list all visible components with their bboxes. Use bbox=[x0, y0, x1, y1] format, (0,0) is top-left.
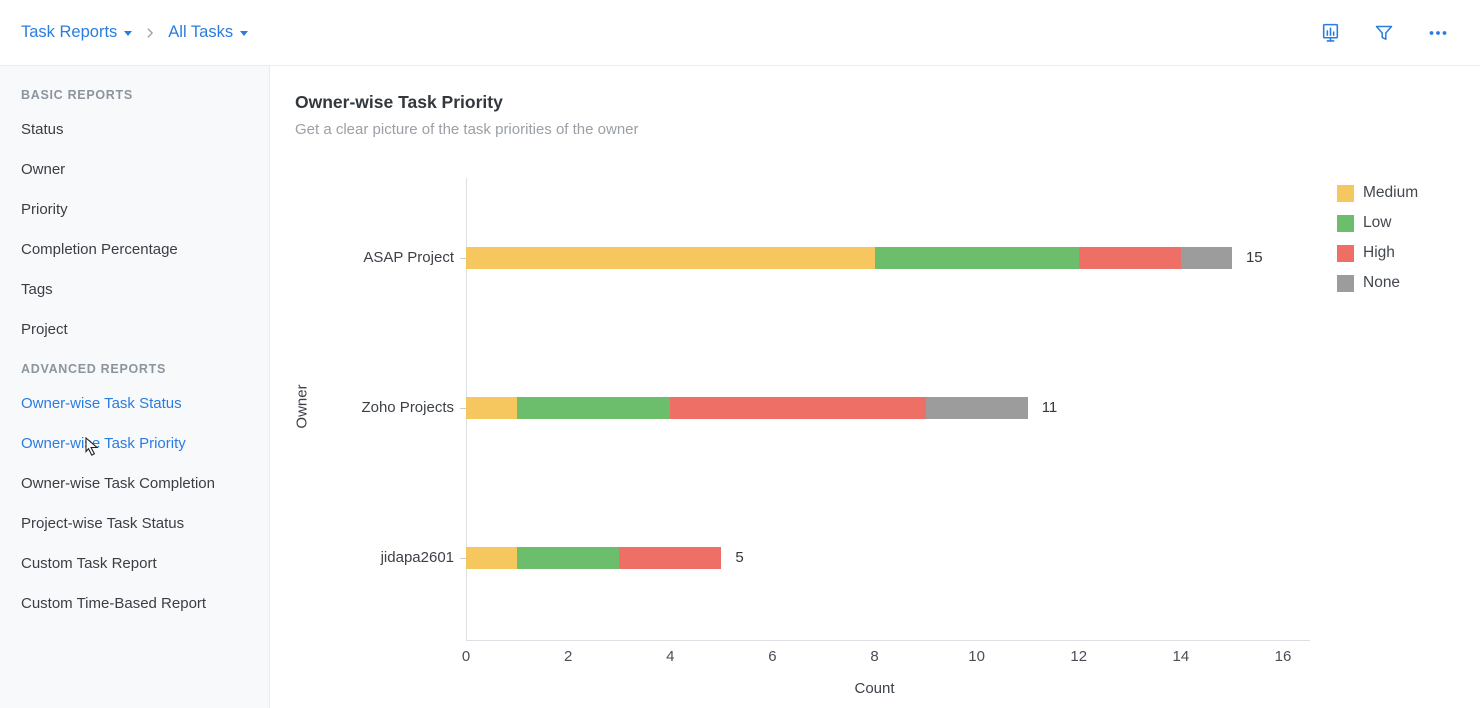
breadcrumb: Task Reports All Tasks bbox=[21, 23, 249, 42]
x-tick-label: 2 bbox=[563, 648, 573, 665]
bar-zoho-projects bbox=[466, 397, 1028, 419]
chevron-down-icon bbox=[124, 31, 133, 36]
sidebar-section-heading: BASIC REPORTS bbox=[21, 88, 133, 102]
page-subtitle: Get a clear picture of the task prioriti… bbox=[295, 121, 639, 138]
x-axis-line bbox=[466, 640, 1310, 641]
bar-segment-medium[interactable] bbox=[466, 397, 518, 419]
bar-total-label: 15 bbox=[1245, 249, 1263, 266]
category-tick bbox=[460, 408, 466, 409]
legend-label-none: None bbox=[1363, 274, 1401, 291]
legend-label-high: High bbox=[1363, 244, 1395, 261]
bar-segment-medium[interactable] bbox=[466, 247, 875, 269]
bar-segment-medium[interactable] bbox=[466, 547, 518, 569]
bar-segment-low[interactable] bbox=[874, 247, 1079, 269]
breadcrumb-separator-icon bbox=[143, 26, 157, 40]
sidebar-item-owner-wise-task-priority[interactable]: Owner-wise Task Priority bbox=[21, 434, 186, 452]
chart: ASAP Project 15 Zoho Projects 11 jidapa2601 5… bbox=[270, 178, 1480, 708]
breadcrumb-all-tasks-label: All Tasks bbox=[168, 23, 234, 41]
legend-item-low[interactable]: Low bbox=[1337, 214, 1418, 232]
bar-segment-low[interactable] bbox=[517, 547, 620, 569]
sidebar-section: BASIC REPORTS Status Owner Priority Completi… bbox=[21, 88, 257, 349]
legend-label-medium: Medium bbox=[1363, 184, 1419, 201]
sidebar-item-project[interactable]: Project bbox=[21, 320, 68, 338]
category-label-zoho-projects: Zoho Projects bbox=[361, 399, 454, 416]
x-tick-label: 16 bbox=[1274, 648, 1292, 665]
bar-segment-high[interactable] bbox=[670, 397, 926, 419]
bar-segment-none[interactable] bbox=[925, 397, 1028, 419]
y-axis-title: Owner bbox=[293, 384, 311, 429]
sidebar-item-status[interactable]: Status bbox=[21, 120, 64, 138]
chevron-down-icon bbox=[240, 31, 249, 36]
main-panel: Owner-wise Task Priority Get a clear pic… bbox=[270, 66, 1480, 708]
sidebar: BASIC REPORTS Status Owner Priority Completi… bbox=[0, 66, 270, 708]
category-label-jidapa2601: jidapa2601 bbox=[380, 549, 454, 566]
bar-jidapa2601 bbox=[466, 547, 722, 569]
legend-item-high[interactable]: High bbox=[1337, 244, 1418, 262]
bar-segment-high[interactable] bbox=[619, 547, 722, 569]
x-tick-label: 12 bbox=[1070, 648, 1088, 665]
sidebar-section: ADVANCED REPORTS Owner-wise Task Status Ow… bbox=[21, 362, 257, 623]
report-icon[interactable] bbox=[1314, 17, 1346, 49]
category-tick bbox=[460, 258, 466, 259]
sidebar-section-heading: ADVANCED REPORTS bbox=[21, 362, 167, 376]
bar-segment-high[interactable] bbox=[1078, 247, 1181, 269]
sidebar-item-project-wise-task-status[interactable]: Project-wise Task Status bbox=[21, 514, 185, 532]
legend-item-medium[interactable]: Medium bbox=[1337, 184, 1418, 202]
legend-swatch-low bbox=[1337, 214, 1354, 232]
x-tick-label: 8 bbox=[870, 648, 879, 665]
bar-asap-project bbox=[466, 247, 1232, 269]
sidebar-item-custom-task-report[interactable]: Custom Task Report bbox=[21, 554, 157, 572]
sidebar-item-custom-time-based-report[interactable]: Custom Time-Based Report bbox=[21, 594, 207, 612]
breadcrumb-task-reports-label: Task Reports bbox=[21, 23, 118, 41]
sidebar-sections: BASIC REPORTS Status Owner Priority Completi… bbox=[21, 88, 257, 623]
x-tick-label: 10 bbox=[968, 648, 985, 665]
filter-icon[interactable] bbox=[1368, 17, 1400, 49]
category-label-asap-project: ASAP Project bbox=[363, 249, 454, 266]
x-axis-title: Count bbox=[854, 680, 895, 697]
bar-total-label: 11 bbox=[1041, 399, 1058, 416]
bar-total-label: 5 bbox=[735, 549, 744, 566]
page-title: Owner-wise Task Priority bbox=[295, 92, 503, 112]
legend-swatch-medium bbox=[1337, 184, 1354, 202]
legend-swatch-high bbox=[1337, 244, 1354, 262]
x-tick-label: 6 bbox=[768, 648, 777, 665]
legend: Medium Low High None bbox=[1337, 184, 1418, 292]
sidebar-item-tags[interactable]: Tags bbox=[21, 280, 53, 298]
breadcrumb-task-reports-dropdown[interactable]: Task Reports bbox=[21, 23, 133, 42]
sidebar-item-owner[interactable]: Owner bbox=[21, 160, 66, 178]
sidebar-item-completion-percentage[interactable]: Completion Percentage bbox=[21, 240, 178, 258]
bar-segment-none[interactable] bbox=[1180, 247, 1232, 269]
bar-segment-low[interactable] bbox=[517, 397, 671, 419]
toolbar bbox=[1314, 17, 1454, 49]
legend-swatch-none bbox=[1337, 274, 1354, 292]
x-tick-label: 14 bbox=[1172, 648, 1190, 665]
legend-label-low: Low bbox=[1363, 214, 1392, 231]
category-tick bbox=[460, 558, 466, 559]
x-tick-label: 0 bbox=[461, 648, 471, 665]
x-tick-label: 4 bbox=[666, 648, 675, 665]
breadcrumb-all-tasks-dropdown[interactable]: All Tasks bbox=[168, 23, 249, 42]
sidebar-item-owner-wise-task-completion[interactable]: Owner-wise Task Completion bbox=[21, 474, 215, 492]
more-icon[interactable] bbox=[1422, 17, 1454, 49]
top-bar: Task Reports All Tasks bbox=[0, 0, 1480, 66]
legend-item-none[interactable]: None bbox=[1337, 274, 1418, 292]
sidebar-item-priority[interactable]: Priority bbox=[21, 200, 68, 218]
sidebar-item-owner-wise-task-status[interactable]: Owner-wise Task Status bbox=[21, 394, 182, 412]
